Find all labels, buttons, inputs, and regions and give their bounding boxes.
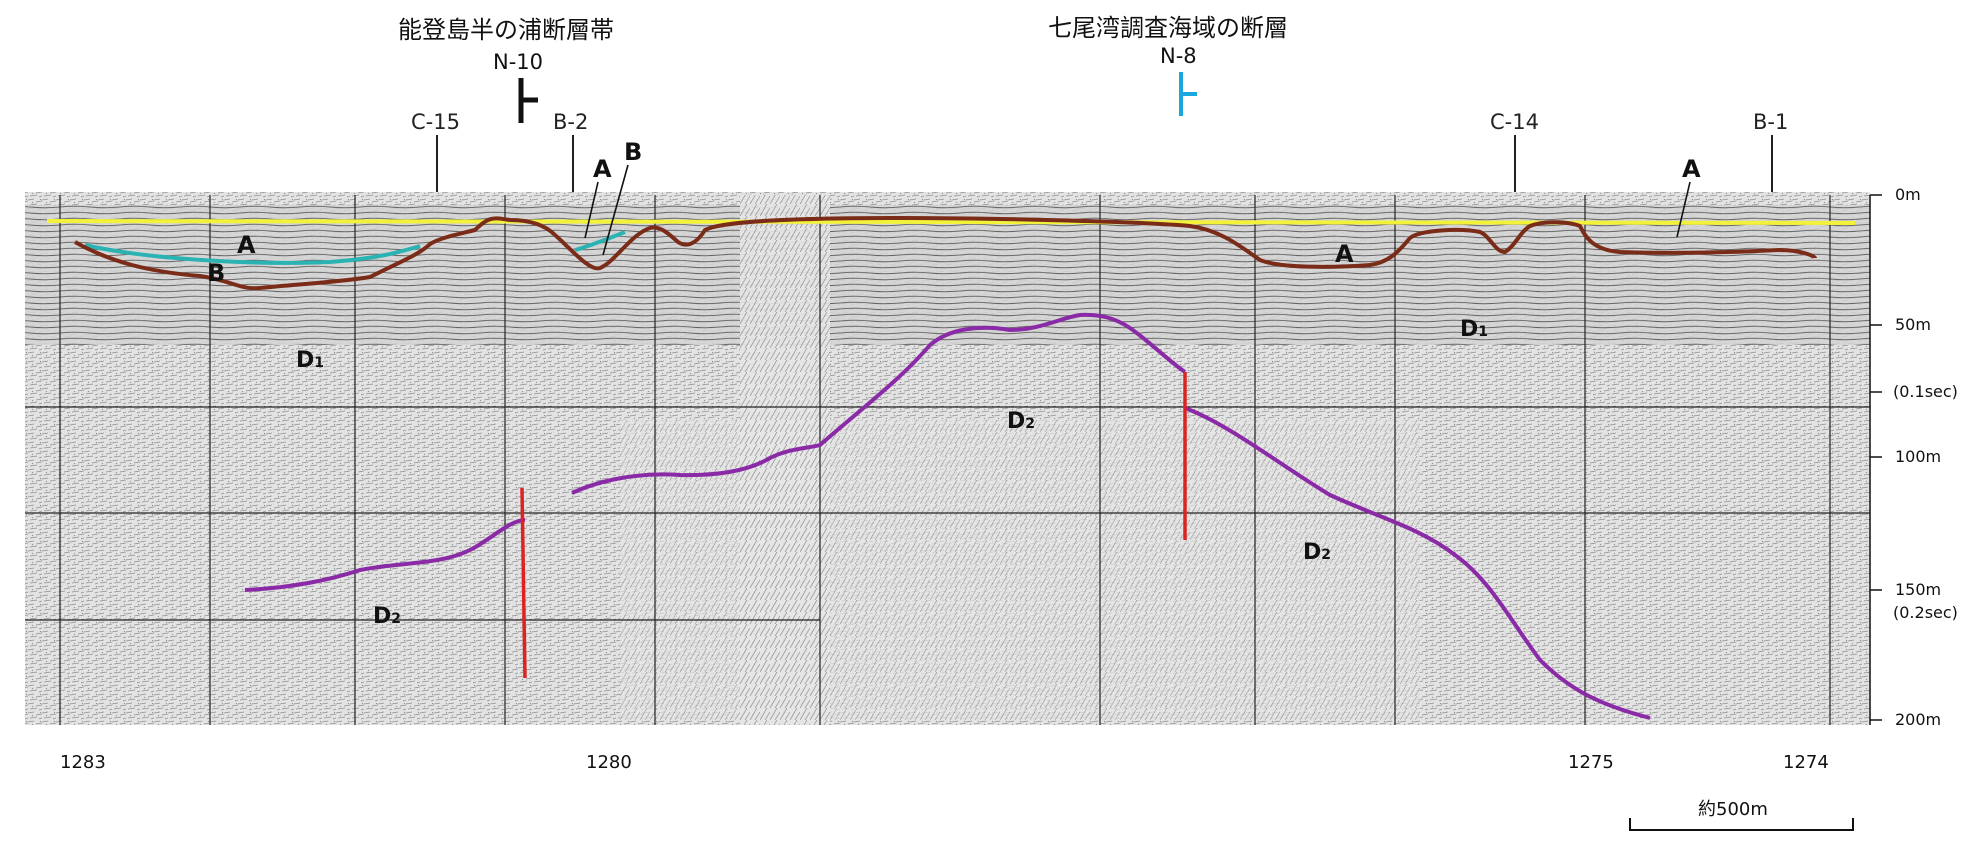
crossing-marker-ticks (436, 135, 1773, 192)
x-label-1274: 1274 (1783, 752, 1829, 773)
horizon-d2-line-left (244, 518, 526, 592)
label-leaders (584, 164, 1691, 256)
survey-line-n10-label: N-10 (493, 50, 544, 74)
faults (520, 372, 1187, 679)
horizon-d2-line-right (1184, 406, 1651, 720)
title-left: 能登島半の浦断層帯 (398, 16, 614, 44)
unit-label-d2-center: D2 (1007, 409, 1036, 434)
unit-label-d2-left: D2 (373, 604, 402, 629)
scale-bar-label: 約500m (1698, 799, 1768, 820)
depth-label-0m: 0m (1895, 185, 1921, 204)
horizon-b-line (74, 215, 1817, 291)
crossing-marker-b2: B-2 (553, 110, 589, 134)
unit-label-d1-right: D1 (1460, 317, 1489, 342)
crossing-marker-c15: C-15 (411, 110, 460, 134)
section-noisy-band (740, 195, 830, 725)
n8-line-symbol (1179, 72, 1197, 116)
unit-label-a-left: A (237, 231, 256, 259)
unit-label-a-center: A (593, 155, 612, 183)
unit-label-d2-right: D2 (1303, 540, 1332, 565)
depth-label-200m: 200m (1895, 710, 1942, 729)
crossing-marker-b1: B-1 (1753, 110, 1789, 134)
x-label-1283: 1283 (60, 752, 106, 773)
depth-label-150m: 150m (1895, 580, 1942, 599)
survey-line-n8-label: N-8 (1160, 44, 1197, 68)
depth-label-100m: 100m (1895, 447, 1942, 466)
depth-label-01sec: (0.1sec) (1893, 382, 1958, 401)
unit-label-a-far-right: A (1682, 155, 1701, 183)
horizon-a-line-2 (574, 230, 626, 252)
sea-floor-line (46, 219, 1856, 225)
grid (25, 195, 1870, 725)
x-label-1280: 1280 (586, 752, 632, 773)
unit-label-b-center: B (624, 138, 643, 166)
horizon-a-line (84, 243, 421, 265)
horizon-d2-line-center (571, 312, 1187, 495)
x-label-1275: 1275 (1568, 752, 1614, 773)
n10-line-symbol (518, 78, 538, 123)
depth-label-02sec: (0.2sec) (1893, 603, 1958, 622)
depth-label-50m: 50m (1895, 315, 1931, 334)
unit-label-d1-left: D1 (296, 348, 325, 373)
title-right: 七尾湾調査海域の断層 (1048, 14, 1288, 42)
scale-bar (1629, 818, 1854, 831)
crossing-marker-c14: C-14 (1490, 110, 1539, 134)
unit-label-b-left: B (207, 259, 226, 287)
section-strata-shallow (25, 205, 1870, 345)
unit-label-a-right: A (1335, 240, 1354, 268)
depth-axis (1869, 194, 1882, 725)
